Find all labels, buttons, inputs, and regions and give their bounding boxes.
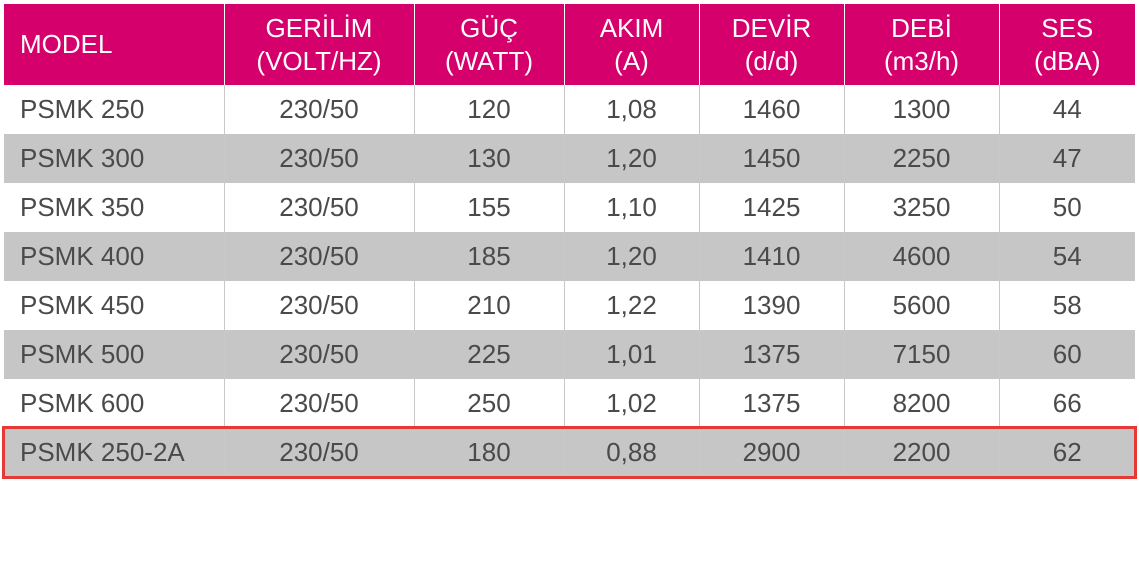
cell-gerilim: 230/50 <box>224 134 414 183</box>
cell-guc: 180 <box>414 428 564 477</box>
cell-ses: 60 <box>999 330 1135 379</box>
cell-akim: 0,88 <box>564 428 699 477</box>
cell-debi: 7150 <box>844 330 999 379</box>
cell-gerilim: 230/50 <box>224 183 414 232</box>
cell-model: PSMK 350 <box>4 183 224 232</box>
cell-debi: 8200 <box>844 379 999 428</box>
header-label: GÜÇ <box>460 13 518 43</box>
cell-devir: 1390 <box>699 281 844 330</box>
table-row: PSMK 250230/501201,081460130044 <box>4 85 1135 134</box>
cell-ses: 44 <box>999 85 1135 134</box>
cell-debi: 2200 <box>844 428 999 477</box>
cell-ses: 47 <box>999 134 1135 183</box>
cell-model: PSMK 500 <box>4 330 224 379</box>
cell-gerilim: 230/50 <box>224 281 414 330</box>
header-label: DEVİR <box>732 13 811 43</box>
header-guc: GÜÇ (WATT) <box>414 4 564 85</box>
table-row: PSMK 350230/501551,101425325050 <box>4 183 1135 232</box>
table-row: PSMK 300230/501301,201450225047 <box>4 134 1135 183</box>
cell-akim: 1,08 <box>564 85 699 134</box>
cell-ses: 66 <box>999 379 1135 428</box>
cell-model: PSMK 250 <box>4 85 224 134</box>
header-unit: (WATT) <box>445 46 533 76</box>
header-devir: DEVİR (d/d) <box>699 4 844 85</box>
cell-model: PSMK 300 <box>4 134 224 183</box>
cell-akim: 1,01 <box>564 330 699 379</box>
cell-gerilim: 230/50 <box>224 232 414 281</box>
cell-model: PSMK 400 <box>4 232 224 281</box>
header-ses: SES (dBA) <box>999 4 1135 85</box>
table-header: MODEL GERİLİM (VOLT/HZ) GÜÇ (WATT) AKIM … <box>4 4 1135 85</box>
cell-akim: 1,22 <box>564 281 699 330</box>
cell-debi: 2250 <box>844 134 999 183</box>
header-gerilim: GERİLİM (VOLT/HZ) <box>224 4 414 85</box>
table-row: PSMK 450230/502101,221390560058 <box>4 281 1135 330</box>
cell-guc: 155 <box>414 183 564 232</box>
cell-ses: 50 <box>999 183 1135 232</box>
cell-devir: 1460 <box>699 85 844 134</box>
header-label: DEBİ <box>891 13 952 43</box>
spec-table: MODEL GERİLİM (VOLT/HZ) GÜÇ (WATT) AKIM … <box>4 4 1135 477</box>
table-body: PSMK 250230/501201,081460130044PSMK 3002… <box>4 85 1135 477</box>
cell-akim: 1,20 <box>564 232 699 281</box>
cell-devir: 1375 <box>699 379 844 428</box>
cell-ses: 62 <box>999 428 1135 477</box>
cell-model: PSMK 600 <box>4 379 224 428</box>
cell-debi: 3250 <box>844 183 999 232</box>
header-label: AKIM <box>600 13 664 43</box>
cell-debi: 4600 <box>844 232 999 281</box>
header-label: GERİLİM <box>266 13 373 43</box>
cell-gerilim: 230/50 <box>224 85 414 134</box>
cell-akim: 1,20 <box>564 134 699 183</box>
cell-debi: 5600 <box>844 281 999 330</box>
table-row: PSMK 500230/502251,011375715060 <box>4 330 1135 379</box>
cell-ses: 54 <box>999 232 1135 281</box>
header-akim: AKIM (A) <box>564 4 699 85</box>
cell-devir: 1450 <box>699 134 844 183</box>
cell-guc: 130 <box>414 134 564 183</box>
cell-devir: 1425 <box>699 183 844 232</box>
cell-ses: 58 <box>999 281 1135 330</box>
cell-devir: 1410 <box>699 232 844 281</box>
cell-guc: 120 <box>414 85 564 134</box>
cell-guc: 225 <box>414 330 564 379</box>
cell-akim: 1,10 <box>564 183 699 232</box>
cell-guc: 185 <box>414 232 564 281</box>
header-unit: (A) <box>614 46 649 76</box>
header-debi: DEBİ (m3/h) <box>844 4 999 85</box>
header-unit: (dBA) <box>1034 46 1100 76</box>
table-row: PSMK 250-2A230/501800,882900220062 <box>4 428 1135 477</box>
header-label: SES <box>1041 13 1093 43</box>
cell-gerilim: 230/50 <box>224 330 414 379</box>
cell-debi: 1300 <box>844 85 999 134</box>
header-unit: (VOLT/HZ) <box>256 46 381 76</box>
cell-gerilim: 230/50 <box>224 428 414 477</box>
table-row: PSMK 600230/502501,021375820066 <box>4 379 1135 428</box>
cell-model: PSMK 250-2A <box>4 428 224 477</box>
cell-akim: 1,02 <box>564 379 699 428</box>
cell-gerilim: 230/50 <box>224 379 414 428</box>
header-unit: (d/d) <box>745 46 798 76</box>
cell-devir: 1375 <box>699 330 844 379</box>
cell-guc: 250 <box>414 379 564 428</box>
header-label: MODEL <box>20 29 112 59</box>
header-model: MODEL <box>4 4 224 85</box>
table-row: PSMK 400230/501851,201410460054 <box>4 232 1135 281</box>
cell-guc: 210 <box>414 281 564 330</box>
header-unit: (m3/h) <box>884 46 959 76</box>
cell-devir: 2900 <box>699 428 844 477</box>
cell-model: PSMK 450 <box>4 281 224 330</box>
